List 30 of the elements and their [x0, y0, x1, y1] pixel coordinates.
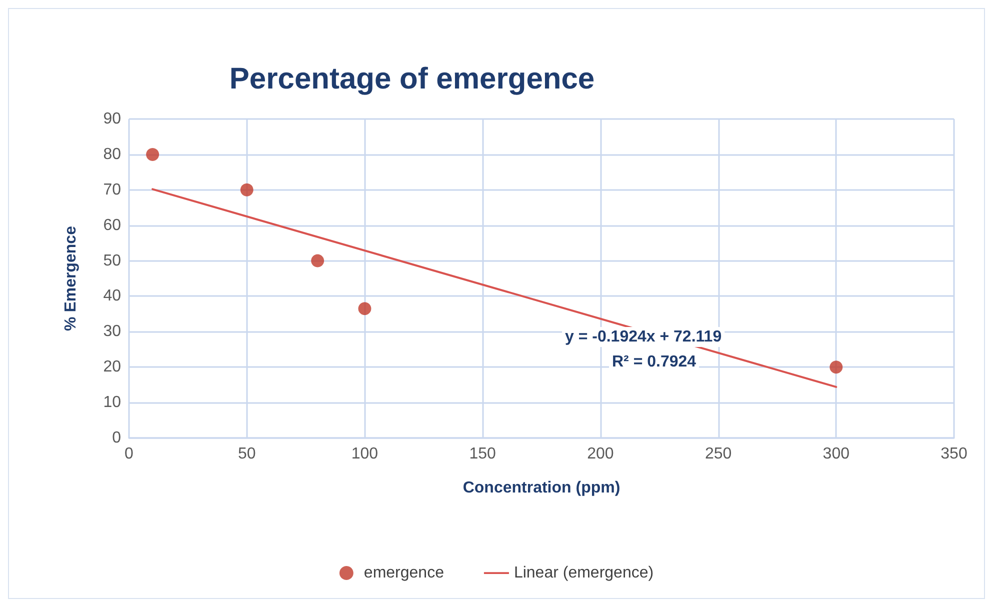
- chart-title: Percentage of emergence: [229, 62, 595, 96]
- point: [358, 302, 372, 316]
- x-tick-label: 300: [822, 446, 850, 462]
- point: [311, 254, 324, 268]
- point: [146, 148, 160, 161]
- y-tick-label: 20: [103, 358, 122, 376]
- y-tick-label: 40: [103, 288, 122, 305]
- legend-label: Linear (emergence): [514, 564, 654, 582]
- y-axis-title: % Emergence: [62, 226, 80, 331]
- x-tick-label: 100: [351, 446, 378, 462]
- y-tick-label: 80: [103, 146, 122, 163]
- point: [240, 183, 254, 196]
- x-axis-title: Concentration (ppm): [462, 480, 620, 496]
- x-tick-label: 0: [124, 446, 134, 462]
- annotation: R² = 0.7924: [612, 354, 696, 370]
- x-tick-label: 200: [587, 446, 614, 462]
- y-tick-label: 10: [103, 394, 122, 412]
- x-tick-label: 50: [238, 446, 256, 462]
- y-tick-label: 90: [103, 110, 122, 128]
- point: [830, 360, 843, 374]
- x-tick-label: 250: [704, 446, 732, 462]
- y-tick-label: 50: [103, 252, 122, 270]
- x-tick-label: 150: [469, 446, 496, 462]
- y-tick-label: 70: [103, 181, 122, 198]
- y-tick-label: 60: [103, 216, 122, 234]
- annotation: y = -0.1924x + 72.119: [565, 328, 722, 346]
- y-tick-label: 0: [112, 430, 122, 446]
- y-tick-label: 30: [103, 323, 122, 340]
- legend-label: emergence: [364, 564, 444, 582]
- x-tick-label: 350: [940, 446, 968, 462]
